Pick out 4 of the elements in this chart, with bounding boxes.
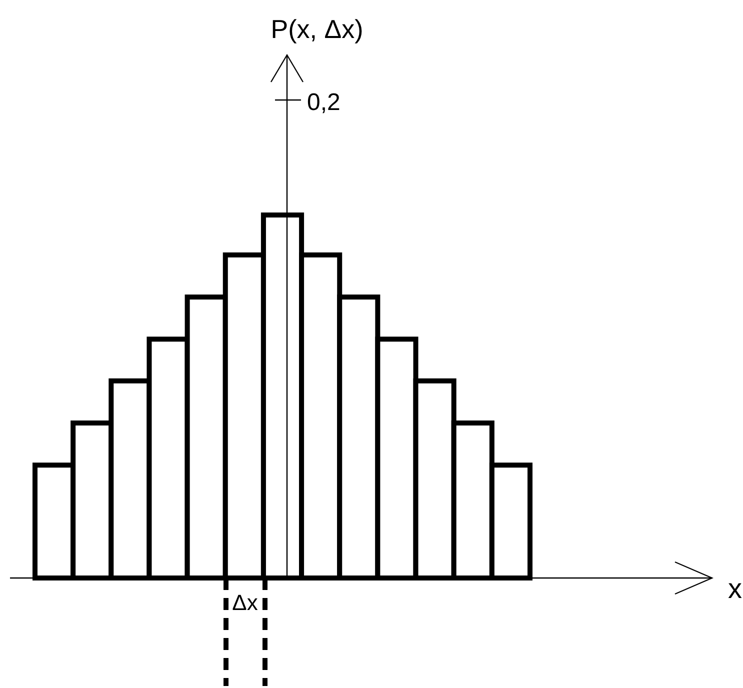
text: Δx [232,590,258,615]
text: P(x, Δx) [270,14,364,44]
text: x [728,573,742,604]
text: 0,2 [307,89,340,116]
